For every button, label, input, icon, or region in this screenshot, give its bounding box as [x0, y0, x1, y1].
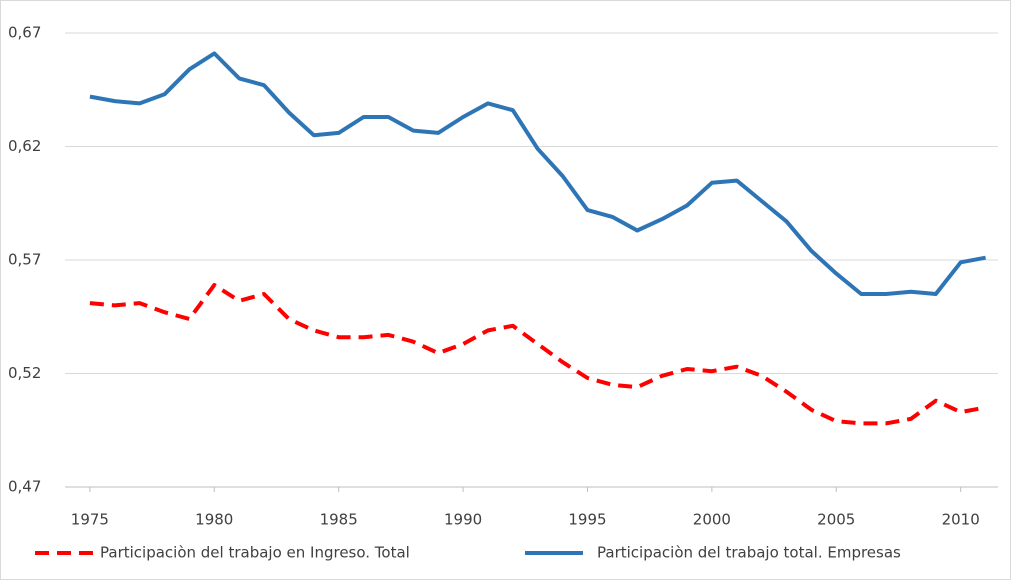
x-tick-label: 1980 [195, 511, 233, 529]
x-tick-label: 1985 [320, 511, 358, 529]
x-tick-label: 1975 [71, 511, 109, 529]
y-tick-label: 0,52 [8, 364, 41, 382]
line-series [89, 51, 986, 296]
y-tick-label: 0,62 [8, 137, 41, 155]
x-tick-label: 2000 [693, 511, 731, 529]
y-tick-label: 0,67 [8, 24, 41, 42]
legend-label: Participaciòn del trabajo en Ingreso. To… [100, 544, 410, 562]
x-tick-label: 2005 [817, 511, 855, 529]
x-tick-label: 2010 [942, 511, 980, 529]
y-tick-label: 0,47 [8, 478, 41, 496]
x-tick-label: 1990 [444, 511, 482, 529]
y-tick-label: 0,57 [8, 251, 41, 269]
legend-label: Participaciòn del trabajo total. Empresa… [597, 544, 901, 562]
x-tick-label: 1995 [568, 511, 606, 529]
